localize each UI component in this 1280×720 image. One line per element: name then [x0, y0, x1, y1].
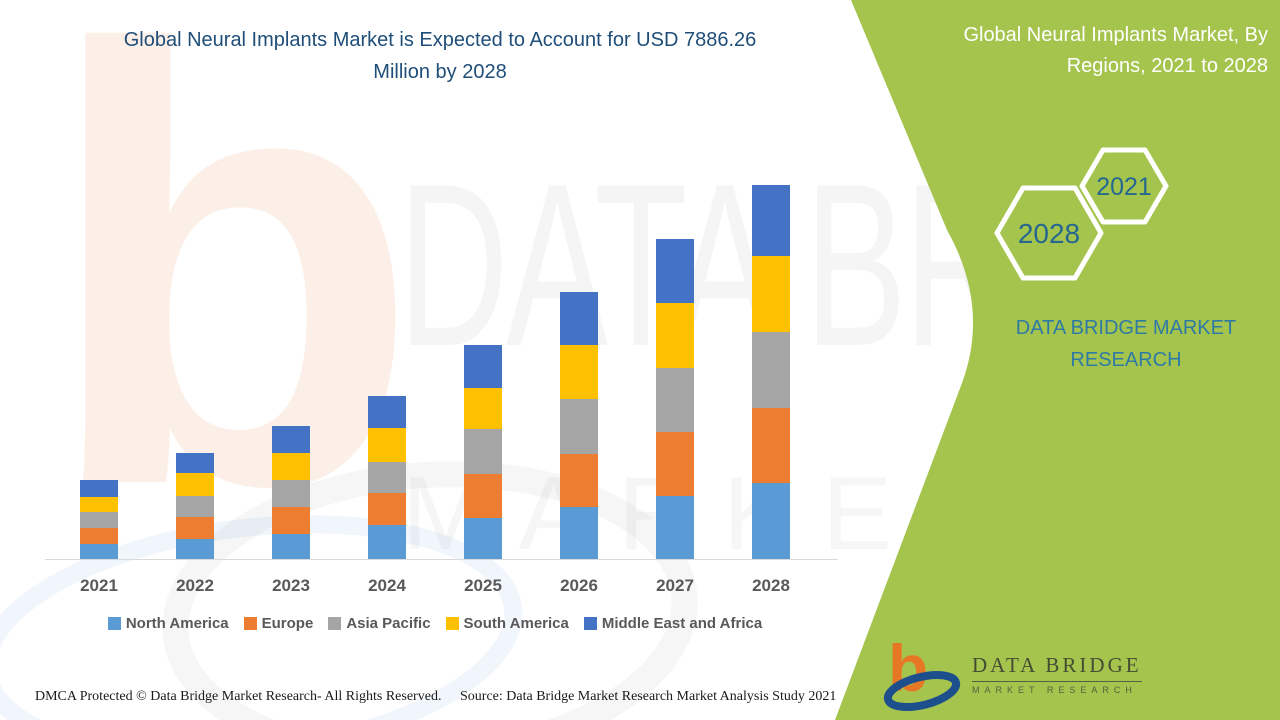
footer-source-text: Source: Data Bridge Market Research Mark…: [460, 689, 837, 704]
x-axis-label-2028: 2028: [752, 576, 790, 595]
bar-segment-2022: [176, 496, 214, 518]
legend-item: Asia Pacific: [328, 615, 431, 632]
bar-segment-2025: [464, 428, 502, 474]
bar-segment-2023: [272, 507, 310, 534]
bar-segment-2022: [176, 538, 214, 559]
legend-label: North America: [125, 615, 229, 632]
bar-segment-2026: [560, 291, 598, 345]
databridge-logo-words: DATA BRIDGE MARKET RESEARCH: [972, 653, 1142, 695]
x-axis-label-2026: 2026: [560, 576, 598, 595]
chart-title: Global Neural Implants Market is Expecte…: [123, 29, 757, 83]
year-hexagons: 2021 2028: [994, 147, 1169, 281]
x-axis-label-2022: 2022: [176, 576, 214, 595]
x-axis-label-2024: 2024: [368, 576, 406, 595]
panel-title: Global Neural Implants Market, By Region…: [963, 24, 1268, 77]
bar-segment-2023: [272, 480, 310, 508]
x-axis-labels: 2021 2022 2023 2024 2025 2026 2027 2028: [51, 576, 819, 596]
logo-subtitle: MARKET RESEARCH: [972, 685, 1137, 695]
bar-segment-2021: [80, 527, 118, 544]
legend-item: Middle East and Africa: [583, 615, 763, 632]
bar-2024: [368, 395, 406, 559]
bar-2026: [560, 291, 598, 559]
x-axis-label-2023: 2023: [272, 576, 310, 595]
bar-segment-2026: [560, 507, 598, 559]
footer-dmca-text: DMCA Protected © Data Bridge Market Rese…: [35, 689, 442, 704]
brand-text: DATA BRIDGE MARKET RESEARCH: [1015, 317, 1237, 371]
bar-segment-2028: [752, 482, 790, 559]
bar-segment-2026: [560, 344, 598, 399]
x-axis-label-2027: 2027: [656, 576, 694, 595]
bar-segment-2022: [176, 473, 214, 497]
bar-segment-2022: [176, 453, 214, 474]
hexagon-2021: [1079, 147, 1169, 225]
bar-2028: [752, 184, 790, 559]
bar-segment-2023: [272, 425, 310, 454]
bar-segment-2021: [80, 496, 118, 512]
legend-item: North America: [107, 615, 229, 632]
bar-segment-2028: [752, 184, 790, 257]
legend-label: Asia Pacific: [346, 615, 431, 632]
bar-segment-2025: [464, 344, 502, 388]
bar-segment-2024: [368, 492, 406, 525]
bar-segment-2021: [80, 543, 118, 559]
logo-name: DATA BRIDGE: [972, 653, 1142, 682]
legend-item: South America: [445, 615, 569, 632]
legend-swatch-icon: [243, 617, 257, 630]
bar-segment-2024: [368, 395, 406, 429]
bar-segment-2021: [80, 511, 118, 528]
hexagon-2021-label: 2021: [1096, 173, 1152, 201]
x-axis-label-2021: 2021: [80, 576, 118, 595]
hexagon-2028: [994, 185, 1104, 281]
bar-2027: [656, 238, 694, 559]
bar-segment-2023: [272, 453, 310, 481]
bar-segment-2025: [464, 387, 502, 429]
legend-swatch-icon: [445, 617, 459, 630]
bar-segment-2027: [656, 495, 694, 559]
x-axis-label-2025: 2025: [464, 576, 502, 595]
databridge-logo-icon: b: [882, 631, 964, 713]
chart-legend: North America Europe Asia Pacific South Ame…: [35, 615, 835, 632]
legend-swatch-icon: [583, 617, 597, 630]
bar-segment-2024: [368, 428, 406, 463]
bar-segment-2025: [464, 518, 502, 559]
databridge-logo: b DATA BRIDGE MARKET RESEARCH: [882, 631, 1222, 714]
legend-item: Europe: [243, 615, 314, 632]
hexagon-2028-label: 2028: [1018, 218, 1080, 249]
bar-segment-2022: [176, 517, 214, 539]
bar-segment-2027: [656, 302, 694, 368]
svg-text:b: b: [888, 635, 928, 705]
bar-2023: [272, 425, 310, 559]
legend-label: South America: [463, 615, 569, 632]
x-axis-line: [45, 559, 838, 560]
legend-swatch-icon: [107, 617, 121, 630]
plot-area: [80, 184, 790, 559]
bar-segment-2026: [560, 398, 598, 454]
bar-2022: [176, 453, 214, 559]
bar-segment-2028: [752, 256, 790, 333]
bar-segment-2024: [368, 524, 406, 559]
bar-segment-2021: [80, 480, 118, 497]
legend-swatch-icon: [328, 617, 342, 630]
bar-segment-2028: [752, 407, 790, 483]
bar-2025: [464, 344, 502, 559]
bar-segment-2026: [560, 453, 598, 508]
legend-label: Middle East and Africa: [601, 615, 763, 632]
bar-segment-2025: [464, 473, 502, 518]
bar-segment-2027: [656, 367, 694, 432]
bar-segment-2027: [656, 431, 694, 496]
bar-segment-2024: [368, 462, 406, 493]
bar-segment-2027: [656, 238, 694, 303]
bar-segment-2023: [272, 533, 310, 559]
bar-segment-2028: [752, 332, 790, 408]
bar-2021: [80, 480, 118, 559]
legend-label: Europe: [261, 615, 314, 632]
